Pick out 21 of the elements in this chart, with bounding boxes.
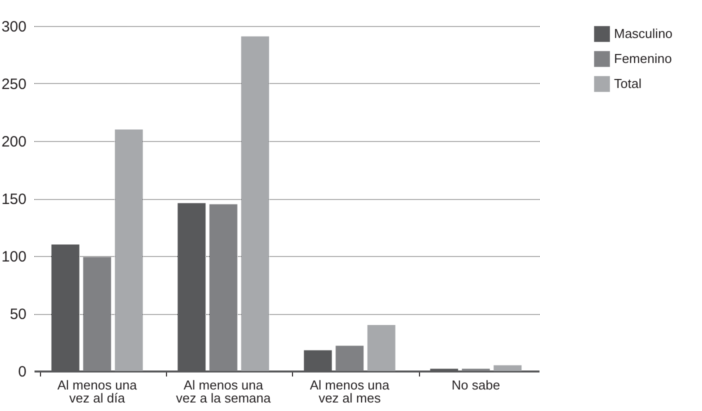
legend-label: Femenino	[614, 51, 672, 66]
x-tick-label: Al menos una vez a la semana	[176, 378, 272, 406]
y-tick-label: 0	[18, 364, 26, 380]
bar	[336, 346, 364, 371]
bar	[114, 130, 143, 371]
x-tick-label: Al menos una vez al día	[57, 378, 138, 406]
y-tick-label: 100	[1, 248, 26, 266]
x-tick-label: Al menos una vez al mes	[310, 378, 390, 406]
bar	[83, 257, 112, 371]
x-tick-label: No sabe	[452, 378, 500, 392]
legend-label: Total	[614, 76, 642, 91]
legend-label: Masculino	[614, 26, 673, 41]
bar	[241, 36, 270, 371]
y-tick-label: 300	[1, 18, 26, 36]
bar	[209, 204, 238, 371]
bar	[494, 365, 522, 371]
y-tick-label: 50	[10, 306, 26, 323]
y-tick-label: 150	[1, 191, 26, 208]
y-tick-label: 200	[1, 134, 26, 150]
y-tick-label: 250	[1, 76, 26, 93]
bar	[367, 325, 396, 371]
